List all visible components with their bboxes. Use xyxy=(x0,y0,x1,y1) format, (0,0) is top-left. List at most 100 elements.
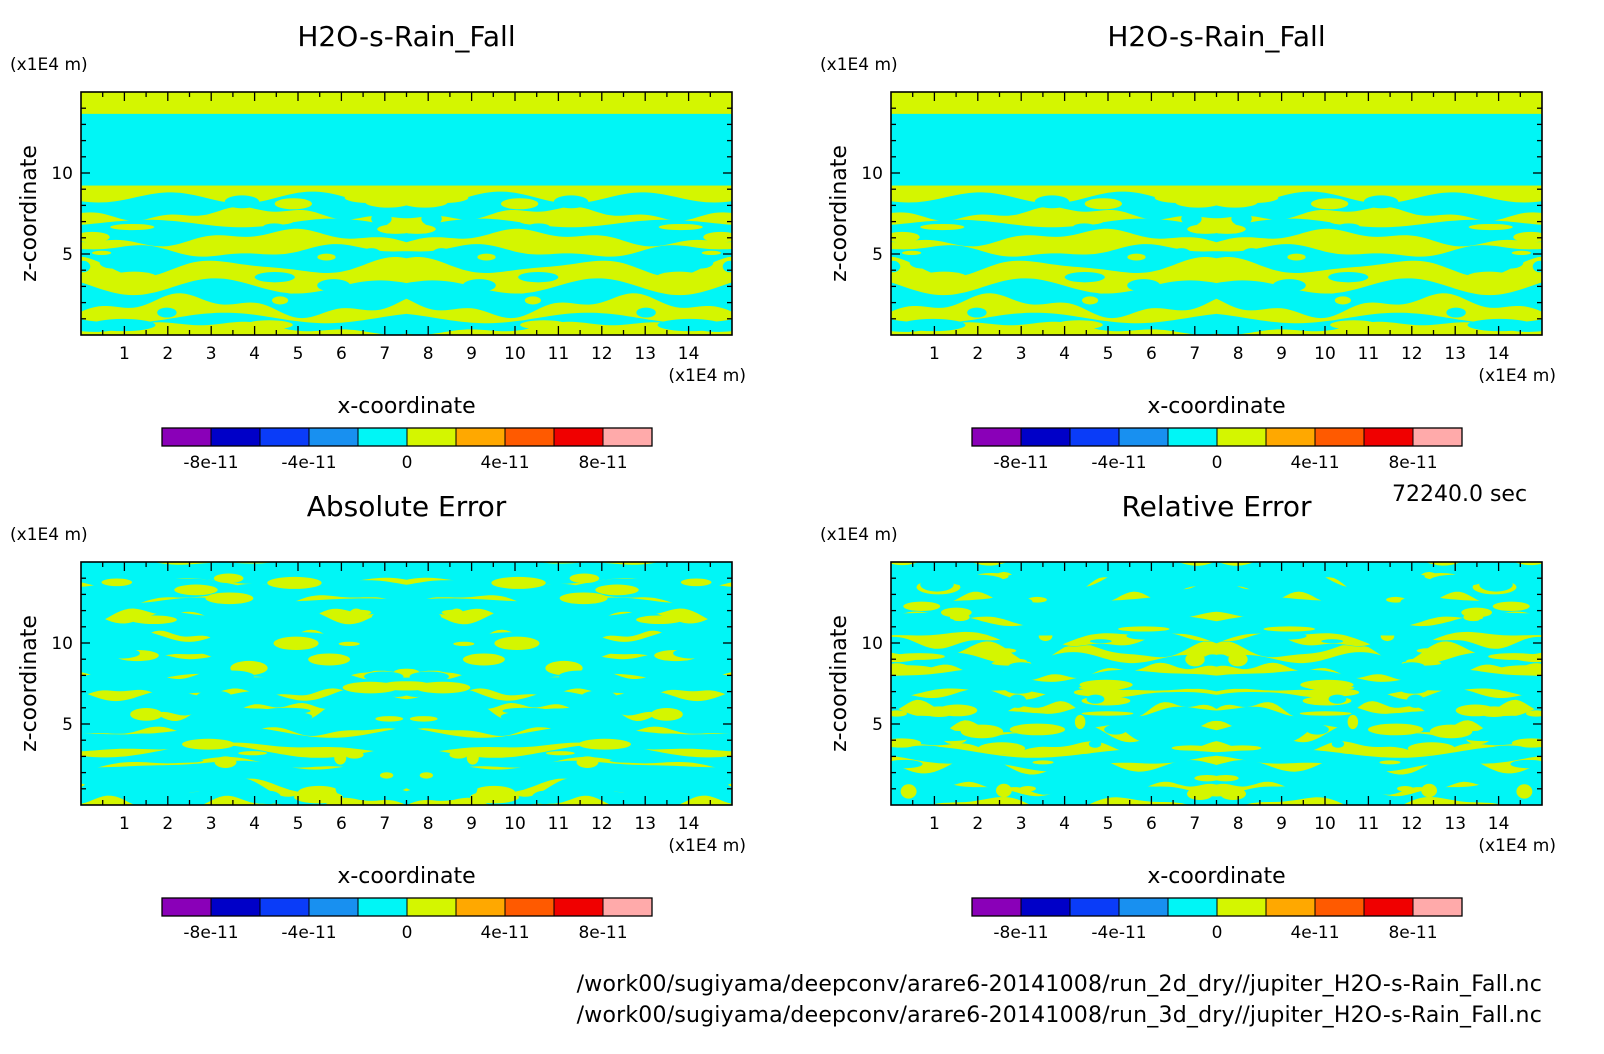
field-blob xyxy=(1004,683,1035,694)
field-blob xyxy=(1398,662,1425,671)
field-blob xyxy=(636,307,656,318)
field-blob xyxy=(121,733,164,741)
field-blob xyxy=(432,248,451,259)
cyan-band xyxy=(891,312,1542,335)
colorbar-swatch xyxy=(1364,898,1413,916)
field-blob xyxy=(1511,738,1542,748)
field-blob xyxy=(650,707,683,721)
field-blob xyxy=(1144,604,1199,611)
field-blob xyxy=(558,670,605,682)
panel-title: Relative Error xyxy=(1121,490,1312,523)
field-blob xyxy=(1181,212,1202,226)
field-blob xyxy=(1104,724,1127,735)
field-blob xyxy=(465,781,478,796)
field-blob xyxy=(1086,694,1105,704)
field-blob xyxy=(1485,745,1531,758)
field-blob xyxy=(439,667,491,674)
field-blob xyxy=(1127,279,1161,292)
field-blob xyxy=(1272,279,1306,292)
field-blob xyxy=(891,640,916,647)
x-tick-label: 4 xyxy=(1059,814,1070,834)
colorbar-swatch xyxy=(505,428,554,446)
x-tick-label: 4 xyxy=(249,814,260,834)
field-blob xyxy=(378,564,423,578)
field-blob xyxy=(375,716,404,722)
x-tick-label: 10 xyxy=(1314,814,1336,834)
field-blob xyxy=(1365,608,1419,615)
field-blob xyxy=(1113,599,1155,614)
x-tick-label: 12 xyxy=(1401,344,1423,364)
field-blob xyxy=(649,733,692,741)
colorbar-label: 4e-11 xyxy=(480,923,529,943)
field-blob xyxy=(920,223,965,231)
field-blob xyxy=(580,690,617,704)
x-tick-label: 11 xyxy=(1358,344,1380,364)
field-blob xyxy=(1032,760,1054,765)
panel-2: H2O-s-Rain_Fall(x1E4 m)1 2 3 4 5 6 7 8 9 10 11 12 13… xyxy=(820,20,1556,473)
field-blob xyxy=(1513,231,1542,243)
field-blob xyxy=(388,681,432,691)
x-tick-label: 1 xyxy=(929,344,940,364)
field-blob xyxy=(607,565,643,577)
field-blob xyxy=(272,296,289,305)
y-axis-label: z-coordinate xyxy=(827,615,852,752)
field-blob xyxy=(254,272,295,283)
cyan-band xyxy=(891,688,1542,721)
field-blob xyxy=(81,666,97,673)
panel-4: Relative Error(x1E4 m)1 2 3 4 5 6 7 8 9 10 11 12 13 1… xyxy=(820,490,1556,943)
field-blob xyxy=(1478,617,1525,624)
x-axis-label: x-coordinate xyxy=(337,394,475,419)
field-blob xyxy=(908,617,955,624)
field-blob xyxy=(81,231,110,243)
field-blob xyxy=(1073,223,1096,230)
field-blob xyxy=(1330,320,1378,330)
field-blob xyxy=(902,250,922,255)
cyan-band xyxy=(891,775,1542,805)
colorbar-swatch xyxy=(162,428,211,446)
file-path-2: /work00/sugiyama/deepconv/arare6-2014100… xyxy=(576,1003,1542,1028)
colorbar-swatch xyxy=(1070,898,1119,916)
x-tick-label: 11 xyxy=(548,814,570,834)
field-blob xyxy=(130,615,177,625)
field-blob xyxy=(1081,711,1134,716)
field-blob xyxy=(420,600,467,606)
x-tick-label: 2 xyxy=(162,814,173,834)
field-blob xyxy=(559,592,608,605)
field-blob xyxy=(1364,631,1418,636)
field-blob xyxy=(899,204,957,210)
colorbar-swatch xyxy=(972,428,1021,446)
field-blob xyxy=(1127,253,1146,261)
field-blob xyxy=(196,690,233,704)
field-blob xyxy=(686,256,714,269)
field-blob xyxy=(101,578,133,587)
x-tick-label: 4 xyxy=(249,344,260,364)
field-blob xyxy=(130,707,163,721)
field-blob xyxy=(722,260,732,273)
field-blob xyxy=(658,223,703,231)
colorbar-label: -8e-11 xyxy=(993,923,1048,943)
x-tick-label: 9 xyxy=(466,344,477,364)
field-blob xyxy=(527,223,550,230)
colorbar-swatch xyxy=(1119,428,1168,446)
field-blob xyxy=(1457,754,1479,767)
field-blob xyxy=(1407,742,1456,755)
field-blob xyxy=(470,791,519,804)
field-blob xyxy=(379,772,394,779)
field-blob xyxy=(356,762,404,769)
field-blob xyxy=(1034,195,1070,209)
colorbar-swatch xyxy=(1217,898,1266,916)
x-axis-label: x-coordinate xyxy=(1147,394,1285,419)
cyan-band xyxy=(81,312,732,335)
y-unit-label: (x1E4 m) xyxy=(10,525,88,545)
field-blob xyxy=(593,786,615,794)
field-blob xyxy=(274,198,313,210)
field-blob xyxy=(1078,685,1126,690)
colorbar-swatch xyxy=(1413,428,1462,446)
x-tick-label: 6 xyxy=(1146,814,1157,834)
field-blob xyxy=(1400,596,1449,608)
field-blob xyxy=(891,231,920,243)
field-blob xyxy=(657,318,723,332)
field-blob xyxy=(123,603,164,609)
field-blob xyxy=(1016,713,1055,724)
field-blob xyxy=(1334,296,1351,305)
